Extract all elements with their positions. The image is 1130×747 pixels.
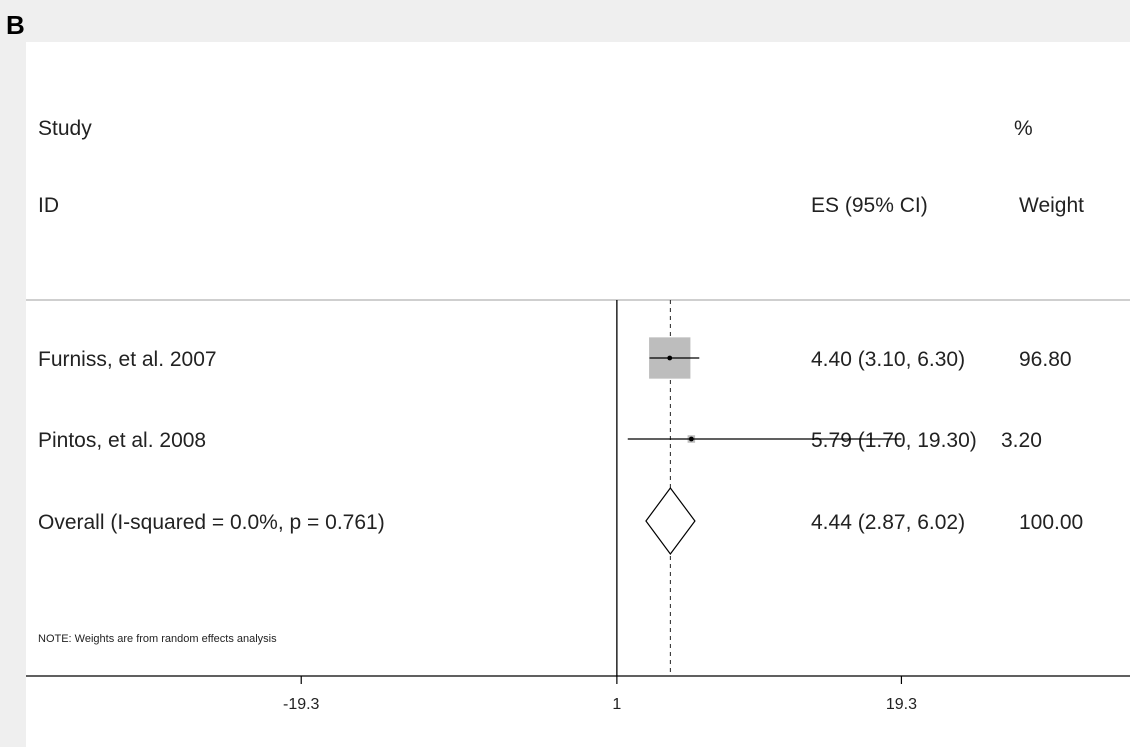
overall-weight-text: 100.00 [1019, 511, 1083, 534]
overall-label: Overall (I-squared = 0.0%, p = 0.761) [38, 511, 385, 534]
weights-note: NOTE: Weights are from random effects an… [38, 633, 277, 645]
x-tick-label: 1 [612, 696, 621, 713]
study-es-text: 4.40 (3.10, 6.30) [811, 348, 965, 371]
x-tick-label: 19.3 [886, 696, 917, 713]
panel-label: B [6, 10, 25, 40]
header-es-label: ES (95% CI) [811, 194, 928, 217]
header-percent-label: % [1014, 117, 1033, 140]
study-point-estimate [688, 436, 694, 442]
study-label: Pintos, et al. 2008 [38, 429, 206, 452]
overall-es-text: 4.44 (2.87, 6.02) [811, 511, 965, 534]
x-tick-label: -19.3 [283, 696, 320, 713]
forest-plot-area: Study ID ES (95% CI) % Weight Furniss, e… [26, 42, 1130, 747]
header-study-label: Study [38, 117, 92, 140]
study-weight-text: 3.20 [1001, 429, 1042, 452]
study-es-text: 5.79 (1.70, 19.30) [811, 429, 977, 452]
overall-diamond [645, 486, 696, 556]
study-weight-text: 96.80 [1019, 348, 1072, 371]
forest-plot: Study ID ES (95% CI) % Weight Furniss, e… [26, 117, 1130, 713]
study-point-estimate [667, 355, 673, 361]
header-id-label: ID [38, 194, 59, 217]
study-label: Furniss, et al. 2007 [38, 348, 217, 371]
header-weight-label: Weight [1019, 194, 1084, 217]
